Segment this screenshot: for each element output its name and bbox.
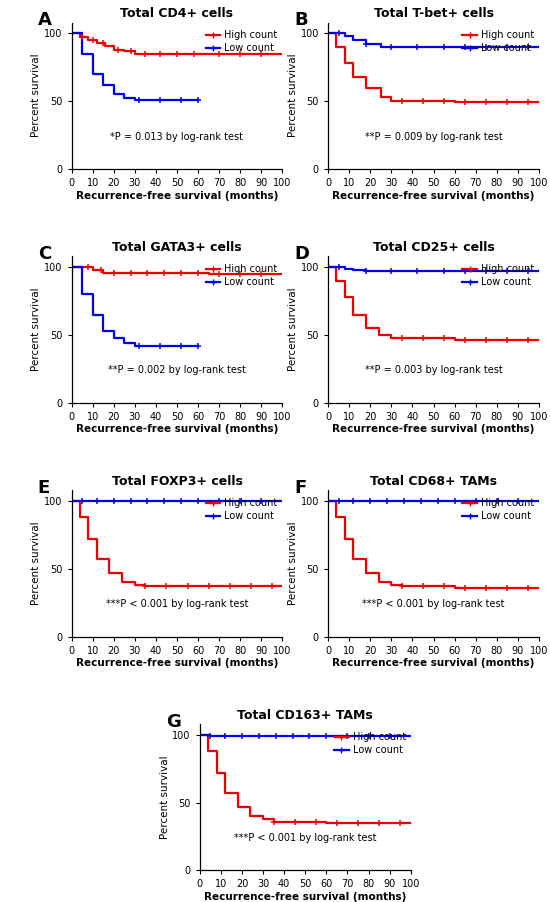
Legend: High count, Low count: High count, Low count: [206, 498, 278, 521]
Text: **P = 0.003 by log-rank test: **P = 0.003 by log-rank test: [365, 365, 502, 375]
Legend: High count, Low count: High count, Low count: [463, 31, 534, 53]
Title: Total GATA3+ cells: Total GATA3+ cells: [112, 241, 242, 253]
Title: Total FOXP3+ cells: Total FOXP3+ cells: [112, 474, 243, 488]
Legend: High count, Low count: High count, Low count: [463, 264, 534, 287]
X-axis label: Recurrence-free survival (months): Recurrence-free survival (months): [76, 190, 278, 200]
Title: Total CD68+ TAMs: Total CD68+ TAMs: [370, 474, 497, 488]
Y-axis label: Percent survival: Percent survival: [288, 521, 298, 605]
Text: B: B: [294, 11, 308, 29]
X-axis label: Recurrence-free survival (months): Recurrence-free survival (months): [332, 190, 535, 200]
Y-axis label: Percent survival: Percent survival: [160, 756, 169, 839]
X-axis label: Recurrence-free survival (months): Recurrence-free survival (months): [76, 425, 278, 435]
Text: ***P < 0.001 by log-rank test: ***P < 0.001 by log-rank test: [362, 599, 505, 610]
Text: A: A: [38, 11, 52, 29]
Legend: High count, Low count: High count, Low count: [463, 498, 534, 521]
Legend: High count, Low count: High count, Low count: [206, 264, 278, 287]
Y-axis label: Percent survival: Percent survival: [288, 54, 298, 137]
Text: C: C: [38, 244, 51, 262]
Title: Total CD4+ cells: Total CD4+ cells: [120, 7, 234, 20]
Text: F: F: [294, 479, 306, 497]
Title: Total T-bet+ cells: Total T-bet+ cells: [373, 7, 493, 20]
Y-axis label: Percent survival: Percent survival: [288, 288, 298, 372]
X-axis label: Recurrence-free survival (months): Recurrence-free survival (months): [76, 658, 278, 668]
X-axis label: Recurrence-free survival (months): Recurrence-free survival (months): [332, 425, 535, 435]
Title: Total CD25+ cells: Total CD25+ cells: [373, 241, 494, 253]
Text: **P = 0.009 by log-rank test: **P = 0.009 by log-rank test: [365, 132, 502, 142]
Legend: High count, Low count: High count, Low count: [334, 732, 406, 755]
Legend: High count, Low count: High count, Low count: [206, 31, 278, 53]
Text: G: G: [166, 713, 181, 731]
X-axis label: Recurrence-free survival (months): Recurrence-free survival (months): [332, 658, 535, 668]
Title: Total CD163+ TAMs: Total CD163+ TAMs: [238, 709, 373, 722]
X-axis label: Recurrence-free survival (months): Recurrence-free survival (months): [204, 892, 406, 902]
Text: **P = 0.002 by log-rank test: **P = 0.002 by log-rank test: [108, 365, 246, 375]
Text: ***P < 0.001 by log-rank test: ***P < 0.001 by log-rank test: [234, 833, 377, 843]
Y-axis label: Percent survival: Percent survival: [31, 288, 41, 372]
Text: ***P < 0.001 by log-rank test: ***P < 0.001 by log-rank test: [106, 599, 248, 610]
Y-axis label: Percent survival: Percent survival: [31, 521, 41, 605]
Text: E: E: [38, 479, 50, 497]
Text: D: D: [294, 244, 309, 262]
Text: *P = 0.013 by log-rank test: *P = 0.013 by log-rank test: [111, 132, 244, 142]
Y-axis label: Percent survival: Percent survival: [31, 54, 41, 137]
